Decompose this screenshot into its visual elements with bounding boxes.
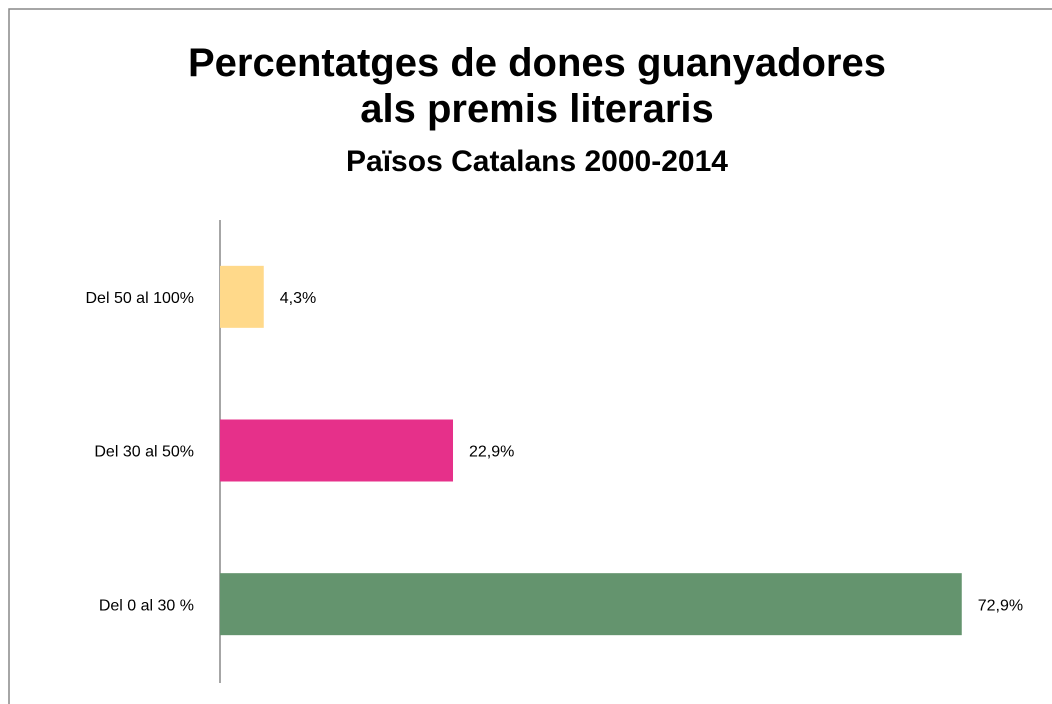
bar <box>220 419 454 482</box>
data-label: 22,9% <box>469 444 514 461</box>
data-label: 72,9% <box>978 597 1023 614</box>
y-tick-label: Del 0 al 30 % <box>99 597 194 614</box>
y-tick-label: Del 50 al 100% <box>85 290 194 307</box>
chart-title: Percentatges de dones guanyadores als pr… <box>187 41 886 131</box>
y-tick-label: Del 30 al 50% <box>94 444 194 461</box>
data-label: 4,3% <box>280 290 316 307</box>
chart-subtitle: Països Catalans 2000-2014 <box>346 145 728 178</box>
bar <box>220 265 264 328</box>
chart-border <box>8 8 1052 704</box>
bar <box>220 573 962 636</box>
